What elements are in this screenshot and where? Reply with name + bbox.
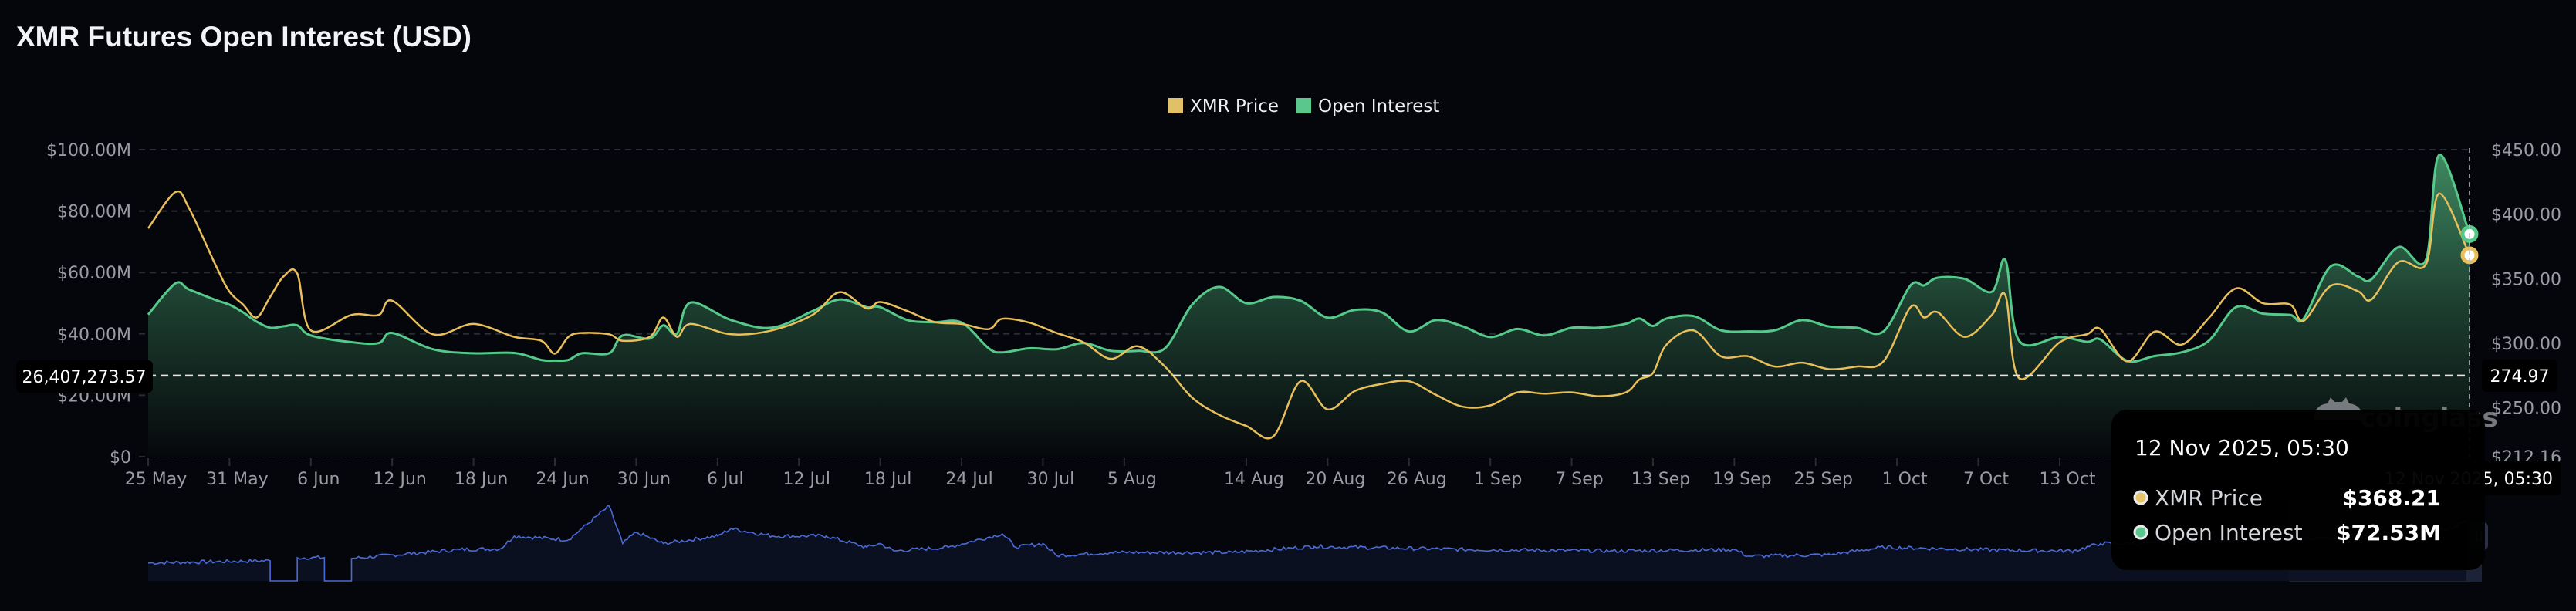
x-tick-label: 24 Jul	[945, 470, 993, 489]
x-axis: 25 May 31 May 6 Jun 12 Jun 18 Jun 24 Jun 30 Ju…	[125, 458, 2096, 489]
chart-title: XMR Futures Open Interest (USD)	[16, 21, 472, 52]
y-right-tick-label: $450.00	[2491, 141, 2561, 160]
open-interest-area	[148, 154, 2470, 457]
plot-area[interactable]	[147, 154, 2479, 457]
legend-swatch-price	[1168, 98, 1183, 113]
y-right-tick-label: $300.00	[2491, 335, 2561, 354]
tooltip: 12 Nov 2025, 05:30 XMR Price $368.21 Ope…	[2111, 410, 2485, 570]
legend: XMR Price Open Interest	[1168, 96, 1439, 116]
legend-item-price[interactable]: XMR Price	[1168, 96, 1279, 116]
tooltip-label-open-interest: Open Interest	[2155, 520, 2303, 545]
x-tick-label: 12 Jul	[783, 470, 830, 489]
y-right-tick-label: $350.00	[2491, 270, 2561, 289]
x-tick-label: 13 Sep	[1631, 470, 1690, 489]
tooltip-value-open-interest: $72.53M	[2336, 520, 2441, 545]
y-axis-left: $0$20.00M$40.00M$60.00M$80.00M$100.00M	[46, 141, 131, 468]
crosshair-left-label: 26,407,273.57	[16, 360, 153, 393]
xmr-price-line[interactable]	[147, 190, 2471, 440]
tooltip-date: 12 Nov 2025, 05:30	[2135, 435, 2349, 461]
x-tick-label: 6 Jul	[707, 470, 744, 489]
tooltip-label-price: XMR Price	[2155, 485, 2263, 511]
navigator-line	[148, 505, 2467, 582]
x-tick-label: 18 Jul	[864, 470, 912, 489]
y-right-tick-label: $250.00	[2491, 400, 2561, 419]
y-left-tick-label: $40.00M	[57, 326, 131, 345]
x-tick-label: 25 May	[125, 470, 187, 489]
x-tick-label: 18 Jun	[455, 470, 508, 489]
x-tick-label: 30 Jun	[617, 470, 671, 489]
y-left-tick-label: $0	[110, 448, 131, 468]
x-tick-label: 25 Sep	[1794, 470, 1853, 489]
x-tick-label: 13 Oct	[2039, 470, 2095, 489]
x-tick-label: 19 Sep	[1712, 470, 1771, 489]
x-tick-label: 30 Jul	[1027, 470, 1075, 489]
open-interest-line[interactable]	[147, 154, 2471, 363]
y-left-tick-label: $80.00M	[57, 203, 131, 222]
x-tick-label: 14 Aug	[1224, 470, 1284, 489]
legend-label-price: XMR Price	[1190, 96, 1279, 116]
legend-item-open-interest[interactable]: Open Interest	[1296, 96, 1439, 116]
legend-label-open-interest: Open Interest	[1318, 96, 1439, 116]
tooltip-row-open-interest: Open Interest $72.53M	[2133, 520, 2441, 545]
crosshair-right-label: 274.97	[2482, 360, 2557, 392]
x-tick-label: 1 Sep	[1474, 470, 1522, 489]
y-left-tick-label: $60.00M	[57, 264, 131, 283]
x-tick-label: 20 Aug	[1305, 470, 1365, 489]
x-tick-label: 31 May	[206, 470, 268, 489]
crosshair-right-value: 274.97	[2490, 367, 2550, 387]
legend-swatch-open-interest	[1296, 98, 1311, 113]
x-tick-label: 5 Aug	[1107, 470, 1157, 489]
y-axis-right: $212.16$250.00$300.00$350.00$400.00$450.…	[2491, 141, 2561, 468]
y-right-tick-label: $400.00	[2491, 206, 2561, 225]
y-left-tick-label: $100.00M	[46, 141, 131, 160]
x-tick-label: 7 Sep	[1555, 470, 1603, 489]
price-dot-icon	[2133, 490, 2148, 505]
x-tick-label: 7 Oct	[1963, 470, 2009, 489]
crosshair-left-value: 26,407,273.57	[22, 368, 147, 387]
tooltip-value-price: $368.21	[2342, 485, 2441, 511]
tooltip-row-price: XMR Price $368.21	[2133, 485, 2441, 511]
navigator-area	[148, 505, 2466, 581]
x-tick-label: 12 Jun	[374, 470, 427, 489]
x-tick-label: 24 Jun	[536, 470, 589, 489]
crosshair: 26,407,273.57 274.97	[16, 148, 2557, 463]
x-tick-label: 26 Aug	[1387, 470, 1447, 489]
x-tick-label: 1 Oct	[1882, 470, 1928, 489]
open-interest-dot-icon	[2133, 525, 2148, 540]
x-tick-label: 6 Jun	[297, 470, 340, 489]
